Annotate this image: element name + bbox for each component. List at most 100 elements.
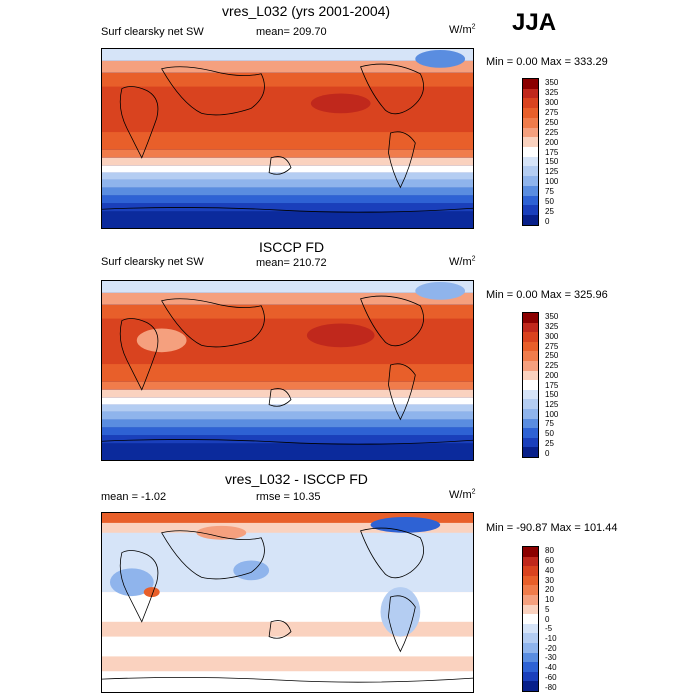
colorbar-swatch <box>523 652 538 663</box>
colorbar-tick-label: 60 <box>545 556 554 566</box>
colorbar-tick-label: -40 <box>545 663 557 673</box>
colorbar-swatch <box>523 137 538 148</box>
colorbar-tick-label: 80 <box>545 546 554 556</box>
colorbar-tick-label: 200 <box>545 370 559 380</box>
colorbar-tick-label: 350 <box>545 78 559 88</box>
colorbar-tick-label: 40 <box>545 565 554 575</box>
colorbar-swatch <box>523 205 538 216</box>
colorbar-swatch <box>523 117 538 128</box>
colorbar-tick-label: 50 <box>545 196 554 206</box>
colorbar-swatch <box>523 447 538 457</box>
colorbar-tick-label: -5 <box>545 624 553 634</box>
colorbar-swatch <box>523 185 538 196</box>
colorbar-tick-label: 75 <box>545 186 554 196</box>
panel3-map <box>101 512 474 693</box>
colorbar-swatch <box>523 351 538 361</box>
colorbar-tick-label: 125 <box>545 167 559 177</box>
colorbar-swatch <box>523 594 538 605</box>
colorbar-swatch <box>523 332 538 342</box>
panel2-title: ISCCP FD <box>259 239 325 255</box>
colorbar-swatch <box>523 156 538 167</box>
panel3-colorbar <box>522 546 539 692</box>
colorbar-tick-label: 175 <box>545 147 559 157</box>
colorbar-tick-label: 275 <box>545 108 559 118</box>
colorbar-tick-label: 175 <box>545 380 559 390</box>
colorbar-swatch <box>523 614 538 624</box>
colorbar-swatch <box>523 408 538 419</box>
colorbar-tick-label: 10 <box>545 595 554 605</box>
colorbar-tick-label: 350 <box>545 312 559 322</box>
colorbar-tick-label: 100 <box>545 177 559 187</box>
panel1-title: vres_L032 (yrs 2001-2004) <box>222 3 391 19</box>
colorbar-tick-label: -80 <box>545 682 557 692</box>
colorbar-tick-label: 25 <box>545 438 554 448</box>
panel3-title: vres_L032 - ISCCP FD <box>225 471 368 487</box>
panel3-minmax-label: Min = -90.87 Max = 101.44 <box>486 522 618 534</box>
panel2-map <box>101 280 474 461</box>
colorbar-tick-label: 150 <box>545 390 559 400</box>
colorbar-tick-label: -30 <box>545 653 557 663</box>
colorbar-tick-label: 0 <box>545 614 550 624</box>
colorbar-tick-label: 300 <box>545 98 559 108</box>
colorbar-tick-label: 225 <box>545 127 559 137</box>
panel1-map <box>101 48 474 229</box>
panel2-colorbar <box>522 312 539 458</box>
colorbar-swatch <box>523 399 538 409</box>
colorbar-swatch <box>523 79 538 89</box>
panel3-map-svg <box>102 513 473 692</box>
panel2-map-svg <box>102 281 473 460</box>
colorbar-swatch <box>523 556 538 567</box>
colorbar-tick-label: 75 <box>545 419 554 429</box>
colorbar-tick-label: 0 <box>545 448 550 458</box>
colorbar-swatch <box>523 322 538 333</box>
colorbar-swatch <box>523 428 538 438</box>
colorbar-tick-label: -20 <box>545 643 557 653</box>
colorbar-tick-label: 5 <box>545 604 550 614</box>
colorbar-swatch <box>523 575 538 586</box>
colorbar-tick-label: 0 <box>545 216 550 226</box>
colorbar-swatch <box>523 681 538 691</box>
panel1-minmax-label: Min = 0.00 Max = 333.29 <box>486 56 608 68</box>
colorbar-swatch <box>523 88 538 99</box>
colorbar-swatch <box>523 370 538 381</box>
colorbar-swatch <box>523 147 538 157</box>
colorbar-tick-label: 275 <box>545 341 559 351</box>
panel1-colorbar <box>522 78 539 226</box>
colorbar-tick-label: 25 <box>545 206 554 216</box>
colorbar-swatch <box>523 604 538 615</box>
panel3-mean-label: mean = -1.02 <box>101 491 167 503</box>
colorbar-swatch <box>523 437 538 448</box>
colorbar-tick-label: 250 <box>545 117 559 127</box>
colorbar-swatch <box>523 547 538 557</box>
panel2-colorbar-blocks <box>523 313 538 457</box>
colorbar-swatch <box>523 389 538 400</box>
colorbar-tick-label: 325 <box>545 88 559 98</box>
colorbar-swatch <box>523 642 538 653</box>
colorbar-swatch <box>523 341 538 352</box>
colorbar-tick-label: -60 <box>545 672 557 682</box>
panel2-minmax-label: Min = 0.00 Max = 325.96 <box>486 289 608 301</box>
colorbar-tick-label: 30 <box>545 575 554 585</box>
colorbar-swatch <box>523 98 538 109</box>
colorbar-tick-label: 250 <box>545 351 559 361</box>
colorbar-swatch <box>523 623 538 634</box>
panel1-map-svg <box>102 49 473 228</box>
panel1-variable-label: Surf clearsky net SW <box>101 26 204 38</box>
colorbar-swatch <box>523 380 538 390</box>
colorbar-swatch <box>523 313 538 323</box>
colorbar-swatch <box>523 215 538 225</box>
panel3-rmse-label: rmse = 10.35 <box>256 491 321 503</box>
colorbar-swatch <box>523 166 538 177</box>
colorbar-swatch <box>523 566 538 576</box>
colorbar-tick-label: 225 <box>545 361 559 371</box>
colorbar-tick-label: 20 <box>545 585 554 595</box>
panel1-units-label: W/m2 <box>449 23 476 36</box>
panel1-mean-label: mean= 209.70 <box>256 26 327 38</box>
colorbar-tick-label: 150 <box>545 157 559 167</box>
colorbar-swatch <box>523 671 538 682</box>
panel3-colorbar-blocks <box>523 547 538 691</box>
colorbar-tick-label: 325 <box>545 322 559 332</box>
colorbar-swatch <box>523 195 538 206</box>
colorbar-swatch <box>523 585 538 595</box>
colorbar-swatch <box>523 127 538 138</box>
